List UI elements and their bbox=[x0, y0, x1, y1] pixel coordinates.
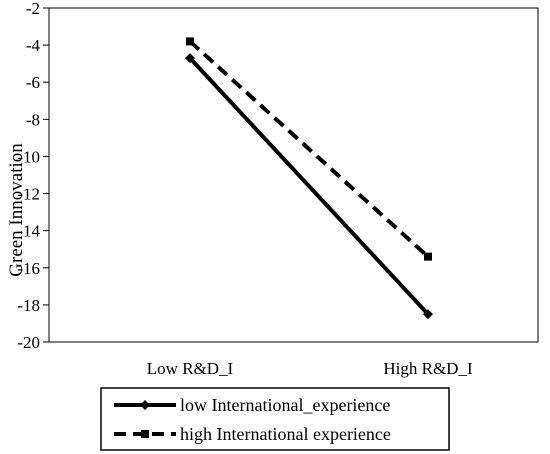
y-tick-label: -20 bbox=[17, 333, 40, 352]
data-point bbox=[424, 252, 432, 261]
series-layer bbox=[185, 37, 433, 320]
data-point bbox=[423, 309, 433, 320]
y-tick-label: -12 bbox=[17, 185, 40, 204]
legend-marker bbox=[141, 430, 149, 438]
x-axis: Low R&D_I High R&D_I bbox=[147, 359, 473, 378]
data-point bbox=[185, 53, 195, 64]
y-axis: -2 -4 -6 -8 -10 -12 -14 -16 -18 -20 bbox=[17, 0, 49, 352]
y-tick-label: -4 bbox=[26, 36, 41, 55]
series-line-high bbox=[188, 39, 430, 259]
series-line-low bbox=[188, 56, 430, 316]
y-axis-title: Green Innovation bbox=[6, 143, 27, 277]
y-tick-label: -10 bbox=[17, 147, 40, 166]
data-point bbox=[186, 37, 194, 46]
legend-marker bbox=[140, 400, 150, 410]
y-tick-label: -6 bbox=[26, 73, 40, 92]
legend-box bbox=[100, 387, 450, 451]
legend-label: high International experience bbox=[180, 424, 391, 444]
x-tick-label: Low R&D_I bbox=[147, 359, 234, 378]
y-tick-label: -8 bbox=[26, 110, 40, 129]
y-tick-label: -14 bbox=[17, 222, 40, 241]
plot-area bbox=[48, 7, 539, 343]
y-tick-label: -16 bbox=[17, 259, 40, 278]
legend-label: low International_experience bbox=[180, 395, 390, 415]
x-tick-label: High R&D_I bbox=[383, 359, 473, 378]
y-tick-label: -2 bbox=[26, 0, 40, 18]
y-tick-label: -18 bbox=[17, 296, 40, 315]
